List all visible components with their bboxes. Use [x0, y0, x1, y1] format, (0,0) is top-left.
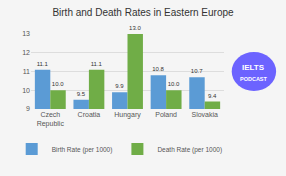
svg-text:9: 9 — [26, 105, 30, 112]
svg-text:CzechRepublic: CzechRepublic — [37, 111, 65, 128]
svg-text:Poland: Poland — [155, 111, 177, 118]
svg-text:12: 12 — [22, 49, 30, 56]
svg-text:10.7: 10.7 — [191, 68, 203, 74]
svg-text:11.1: 11.1 — [37, 61, 49, 67]
svg-text:11.1: 11.1 — [91, 61, 103, 67]
svg-text:10: 10 — [22, 87, 30, 94]
svg-text:Death Rate (per 1000): Death Rate (per 1000) — [157, 146, 222, 154]
svg-text:Hungary: Hungary — [114, 111, 141, 119]
svg-text:10.8: 10.8 — [152, 66, 164, 72]
svg-text:9.4: 9.4 — [208, 93, 217, 99]
svg-text:Birth Rate (per 1000): Birth Rate (per 1000) — [52, 146, 113, 154]
svg-text:11: 11 — [23, 68, 30, 75]
svg-text:Birth and Death Rates in Easte: Birth and Death Rates in Eastern Europe — [52, 7, 234, 18]
svg-text:Croatia: Croatia — [78, 111, 101, 118]
svg-text:9.9: 9.9 — [115, 83, 124, 89]
svg-text:Slovakia: Slovakia — [191, 111, 218, 118]
svg-text:13: 13 — [22, 30, 30, 37]
svg-text:9.5: 9.5 — [77, 91, 86, 97]
svg-text:10.0: 10.0 — [168, 81, 180, 87]
svg-text:PODCAST: PODCAST — [240, 76, 268, 82]
svg-text:IELTS: IELTS — [242, 63, 265, 72]
svg-text:13.0: 13.0 — [129, 25, 141, 31]
svg-text:10.0: 10.0 — [52, 81, 64, 87]
